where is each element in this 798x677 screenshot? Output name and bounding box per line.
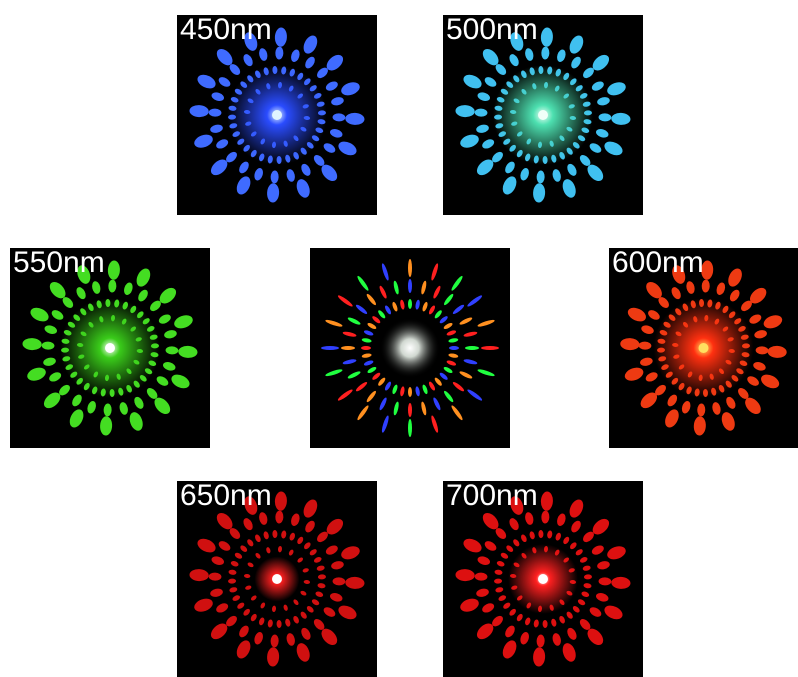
- center-core: [272, 574, 282, 584]
- streak: [481, 346, 499, 350]
- streak: [341, 346, 355, 350]
- streak: [321, 346, 339, 350]
- streak: [408, 419, 412, 437]
- panel: 700nm: [443, 479, 643, 677]
- center-core: [272, 110, 282, 120]
- center-core: [699, 343, 709, 353]
- center-core: [538, 574, 548, 584]
- center-core: [538, 110, 548, 120]
- streak: [408, 259, 412, 277]
- streak: [408, 387, 412, 397]
- center-panel: [310, 248, 510, 448]
- panel-label: 450nm: [180, 13, 272, 46]
- panel: 600nm: [609, 246, 798, 448]
- panel-label: 650nm: [180, 479, 272, 512]
- panel-label: 700nm: [446, 479, 538, 512]
- panel: 650nm: [177, 479, 377, 677]
- streak: [408, 403, 412, 417]
- streak: [465, 346, 479, 350]
- panel-label: 600nm: [612, 246, 704, 279]
- panel-label: 500nm: [446, 13, 538, 46]
- panel-label: 550nm: [13, 246, 105, 279]
- figure: 450nm 500nm 550nm 600nm 650nm 700nm: [0, 0, 798, 677]
- panel: 550nm: [10, 246, 210, 448]
- center-core: [105, 343, 115, 353]
- panel: 450nm: [177, 13, 377, 215]
- center-glow: [380, 318, 440, 378]
- streak: [361, 346, 371, 350]
- streak: [408, 299, 412, 309]
- streak: [408, 279, 412, 293]
- streak: [449, 346, 459, 350]
- panel: 500nm: [443, 13, 643, 215]
